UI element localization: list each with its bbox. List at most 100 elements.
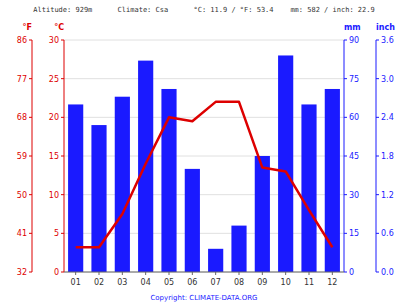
tick xyxy=(169,272,170,275)
tick xyxy=(99,272,100,275)
grid-line xyxy=(64,272,344,273)
tick xyxy=(344,40,347,41)
tick-label: 30 xyxy=(349,191,359,200)
tick-label: 06 xyxy=(187,278,197,287)
tick-label: 12 xyxy=(327,278,337,287)
y3-axis: 32415059687786 xyxy=(17,36,32,277)
tick xyxy=(285,272,286,275)
tick-label: 60 xyxy=(349,113,359,122)
tick-label: 1.2 xyxy=(381,191,394,200)
tick xyxy=(376,40,379,41)
tick xyxy=(61,194,64,195)
tick-label: 50 xyxy=(17,191,27,200)
y4-axis: 0.00.61.21.82.43.03.6 xyxy=(376,36,394,277)
tick xyxy=(239,272,240,275)
tick-label: 5 xyxy=(54,229,59,238)
axis-label: °C xyxy=(54,23,64,32)
tick xyxy=(29,272,32,273)
y2-axis: 0 15 30 45 60 75 90 xyxy=(344,36,359,277)
tick-label: 05 xyxy=(164,278,174,287)
tick-label: 25 xyxy=(49,75,59,84)
tick-label: 03 xyxy=(117,278,127,287)
tick-label: 77 xyxy=(17,75,27,84)
tick-label: 15 xyxy=(349,229,359,238)
tick xyxy=(344,272,347,273)
tick xyxy=(376,194,379,195)
tick-label: 68 xyxy=(17,113,27,122)
bar xyxy=(208,249,223,272)
tick xyxy=(376,233,379,234)
tick xyxy=(29,40,32,41)
bar xyxy=(115,97,130,272)
bar xyxy=(231,226,246,272)
tick xyxy=(344,194,347,195)
y-axis: 0 5 10 15 20 25 30 xyxy=(49,36,64,277)
tick-label: 04 xyxy=(141,278,151,287)
marks xyxy=(68,55,340,272)
tick-label: 45 xyxy=(349,152,359,161)
tick-label: 0 xyxy=(349,268,354,277)
tick xyxy=(215,272,216,275)
tick xyxy=(376,117,379,118)
axis-label: °F xyxy=(23,23,32,32)
tick-label: 86 xyxy=(17,36,27,45)
tick-label: 10 xyxy=(49,191,59,200)
tick-label: 15 xyxy=(49,152,59,161)
tick xyxy=(29,117,32,118)
tick-label: 09 xyxy=(257,278,267,287)
title: Altitude: 929m Climate: Csa °C: 11.9 / °… xyxy=(33,6,374,14)
bar xyxy=(278,55,293,272)
axis-label: inch xyxy=(376,23,395,32)
tick-label: 20 xyxy=(49,113,59,122)
tick-label: 75 xyxy=(349,75,359,84)
bar xyxy=(91,125,106,272)
tick-label: 30 xyxy=(49,36,59,45)
tick xyxy=(61,40,64,41)
axis-line xyxy=(64,272,344,273)
tick xyxy=(376,272,379,273)
tick xyxy=(29,233,32,234)
tick xyxy=(344,117,347,118)
tick-label: 1.8 xyxy=(381,152,394,161)
tick xyxy=(61,78,64,79)
tick-label: 3.6 xyxy=(381,36,394,45)
tick xyxy=(309,272,310,275)
tick xyxy=(344,233,347,234)
tick-label: 41 xyxy=(17,229,27,238)
tick-label: 10 xyxy=(281,278,291,287)
tick xyxy=(376,156,379,157)
tick-label: 3.0 xyxy=(381,75,394,84)
tick xyxy=(122,272,123,275)
tick-label: 0.0 xyxy=(381,268,394,277)
grid-line xyxy=(64,40,344,41)
tick-label: 02 xyxy=(94,278,104,287)
tick xyxy=(376,78,379,79)
tick-label: 11 xyxy=(304,278,314,287)
grid xyxy=(64,40,344,272)
tick-label: 01 xyxy=(71,278,81,287)
tick xyxy=(262,272,263,275)
tick-label: 2.4 xyxy=(381,113,394,122)
bar xyxy=(255,156,270,272)
bar xyxy=(325,89,340,272)
bar xyxy=(185,169,200,272)
tick xyxy=(344,78,347,79)
chart: 0510152025303241505968778601530456075900… xyxy=(0,0,408,305)
grid-line xyxy=(64,78,344,79)
tick-label: 08 xyxy=(234,278,244,287)
tick xyxy=(29,194,32,195)
temperature-line xyxy=(76,102,333,247)
annotation: Copyright: CLIMATE-DATA.ORG xyxy=(150,294,257,302)
tick xyxy=(344,156,347,157)
tick-label: 90 xyxy=(349,36,359,45)
bar xyxy=(301,104,316,272)
tick-label: 59 xyxy=(17,152,27,161)
tick-label: 0 xyxy=(54,268,59,277)
tick-label: 07 xyxy=(211,278,221,287)
tick xyxy=(61,117,64,118)
tick xyxy=(29,156,32,157)
tick xyxy=(61,156,64,157)
tick xyxy=(192,272,193,275)
x-axis: 01 02 03 04 05 06 07 08 09 10 11 12 xyxy=(64,272,344,287)
tick xyxy=(29,78,32,79)
